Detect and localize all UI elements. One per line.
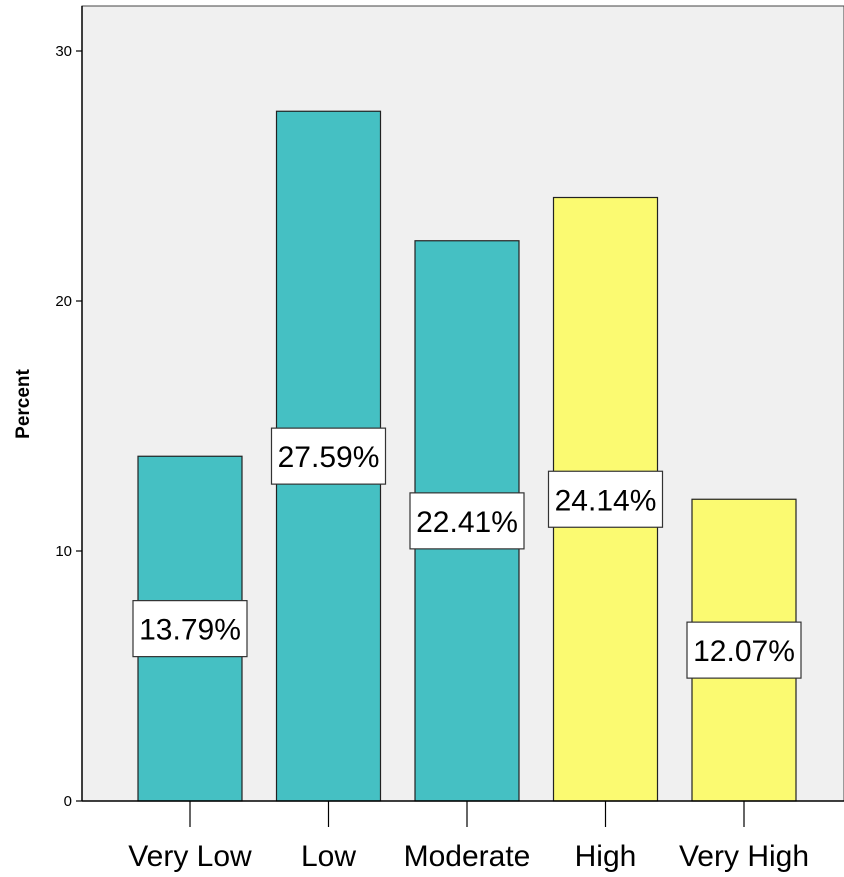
data-label: 22.41% — [416, 506, 518, 539]
data-label: 27.59% — [278, 441, 380, 474]
x-tick-label: Low — [301, 840, 356, 873]
x-tick-label: Very Low — [128, 840, 252, 873]
y-tick-label: 0 — [64, 793, 72, 810]
y-tick-label: 20 — [55, 293, 72, 310]
x-tick-label: Very High — [679, 840, 809, 873]
data-label: 24.14% — [555, 484, 657, 517]
data-label: 13.79% — [139, 614, 241, 647]
data-label: 12.07% — [693, 635, 795, 668]
y-tick-label: 30 — [55, 43, 72, 60]
x-tick-label: Moderate — [404, 840, 531, 873]
y-tick-label: 10 — [55, 543, 72, 560]
x-tick-label: High — [575, 840, 637, 873]
y-axis-title: Percent — [13, 368, 34, 438]
